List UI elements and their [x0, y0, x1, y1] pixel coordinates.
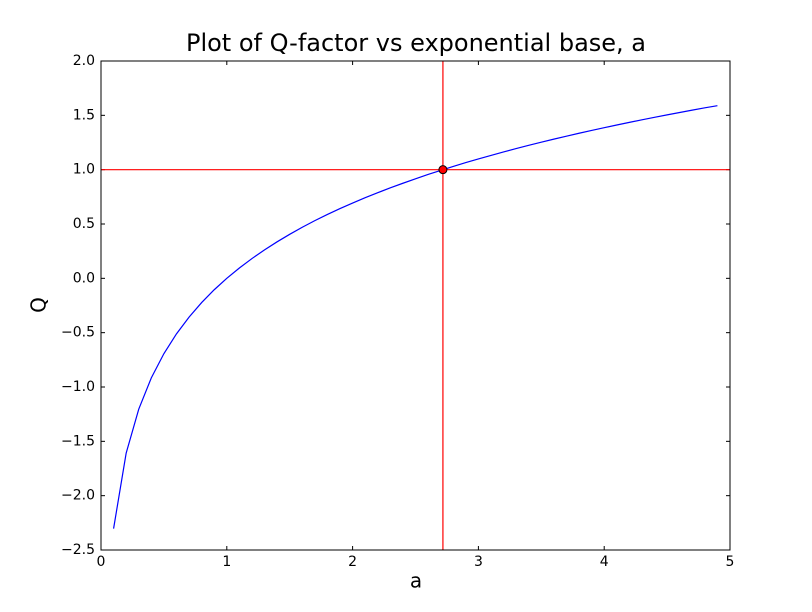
x-axis-label: a	[410, 569, 422, 593]
chart-title: Plot of Q-factor vs exponential base, a	[186, 29, 646, 57]
y-axis-label: Q	[27, 297, 51, 313]
y-tick-label: 2.0	[73, 53, 95, 69]
x-tick-label: 2	[348, 554, 357, 570]
y-tick-label: −2.5	[61, 542, 95, 558]
x-tick-label: 3	[474, 554, 483, 570]
highlight-point	[438, 165, 448, 175]
data-line	[112, 105, 718, 529]
y-tick-label: −2.0	[61, 488, 95, 504]
x-tick-label: 1	[222, 554, 231, 570]
x-tick-label: 4	[600, 554, 609, 570]
y-tick-label: 0.5	[73, 216, 95, 232]
y-tick-label: −0.5	[61, 325, 95, 341]
y-tick-label: 1.0	[73, 162, 95, 178]
y-tick-label: 0.0	[73, 270, 95, 286]
x-tick-label: 0	[97, 554, 106, 570]
y-tick-label: 1.5	[73, 107, 95, 123]
x-tick-label: 5	[726, 554, 735, 570]
plot-frame	[100, 60, 731, 551]
y-tick-label: −1.5	[61, 433, 95, 449]
y-tick-label: −1.0	[61, 379, 95, 395]
